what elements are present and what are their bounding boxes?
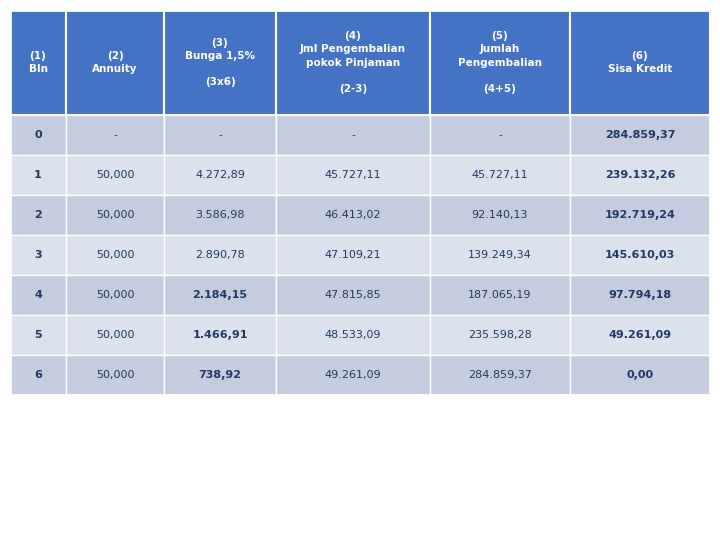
Bar (570, 115, 710, 155)
Bar (276, 275, 430, 315)
Bar (10, 235, 66, 275)
Bar (430, 355, 570, 395)
Bar (430, 235, 570, 275)
Text: 139.249,34: 139.249,34 (468, 250, 532, 260)
Text: 2.184,15: 2.184,15 (192, 290, 248, 300)
Bar (430, 315, 570, 355)
Bar (276, 115, 430, 155)
Bar (10, 315, 66, 355)
Text: 3.586,98: 3.586,98 (195, 210, 245, 220)
Bar (10, 195, 66, 235)
Bar (570, 315, 710, 355)
Text: 3: 3 (34, 250, 42, 260)
Bar (276, 315, 430, 355)
Bar (10, 275, 66, 315)
Bar (10, 10, 66, 115)
Text: 1: 1 (34, 170, 42, 180)
Text: 45.727,11: 45.727,11 (472, 170, 528, 180)
Text: 47.815,85: 47.815,85 (325, 290, 382, 300)
Text: -: - (351, 130, 355, 140)
Bar (164, 195, 276, 235)
Text: 47.109,21: 47.109,21 (325, 250, 382, 260)
Text: 4: 4 (34, 290, 42, 300)
Text: 6: 6 (34, 370, 42, 380)
Bar (10, 355, 66, 395)
Text: (6)
Sisa Kredit: (6) Sisa Kredit (608, 51, 672, 74)
Bar (164, 235, 276, 275)
Bar (164, 355, 276, 395)
Text: 50,000: 50,000 (96, 330, 134, 340)
Bar (430, 275, 570, 315)
Bar (570, 275, 710, 315)
Bar (570, 355, 710, 395)
Bar (66, 195, 164, 235)
Bar (66, 115, 164, 155)
Text: 239.132,26: 239.132,26 (605, 170, 675, 180)
Text: 50,000: 50,000 (96, 290, 134, 300)
Bar (66, 235, 164, 275)
Text: (4)
Jml Pengembalian
pokok Pinjaman

(2-3): (4) Jml Pengembalian pokok Pinjaman (2-3… (300, 31, 406, 94)
Bar (570, 195, 710, 235)
Bar (276, 355, 430, 395)
Text: 4.272,89: 4.272,89 (195, 170, 245, 180)
Text: -: - (113, 130, 117, 140)
Text: 738,92: 738,92 (199, 370, 241, 380)
Text: 49.261,09: 49.261,09 (325, 370, 382, 380)
Bar (10, 115, 66, 155)
Text: 284.859,37: 284.859,37 (605, 130, 675, 140)
Bar (10, 155, 66, 195)
Bar (276, 10, 430, 115)
Text: 284.859,37: 284.859,37 (468, 370, 532, 380)
Bar (164, 115, 276, 155)
Text: 49.261,09: 49.261,09 (608, 330, 672, 340)
Text: 5: 5 (34, 330, 42, 340)
Text: 92.140,13: 92.140,13 (472, 210, 528, 220)
Bar (164, 275, 276, 315)
Bar (66, 155, 164, 195)
Text: (3)
Bunga 1,5%

(3x6): (3) Bunga 1,5% (3x6) (185, 38, 255, 87)
Bar (430, 155, 570, 195)
Bar (10, 10, 710, 395)
Text: (1)
Bln: (1) Bln (29, 51, 48, 74)
Text: 50,000: 50,000 (96, 250, 134, 260)
Bar (164, 155, 276, 195)
Text: 50,000: 50,000 (96, 210, 134, 220)
Bar (570, 155, 710, 195)
Bar (66, 275, 164, 315)
Text: -: - (218, 130, 222, 140)
Text: 46.413,02: 46.413,02 (325, 210, 382, 220)
Text: 0,00: 0,00 (626, 370, 654, 380)
Text: 2.890,78: 2.890,78 (195, 250, 245, 260)
Text: 192.719,24: 192.719,24 (605, 210, 675, 220)
Text: -: - (498, 130, 502, 140)
Bar (66, 355, 164, 395)
Bar (276, 235, 430, 275)
Bar (430, 195, 570, 235)
Text: 235.598,28: 235.598,28 (468, 330, 532, 340)
Bar (66, 10, 164, 115)
Bar (276, 195, 430, 235)
Bar (430, 115, 570, 155)
Text: 50,000: 50,000 (96, 370, 134, 380)
Text: 48.533,09: 48.533,09 (325, 330, 382, 340)
Bar (276, 155, 430, 195)
Text: (5)
Jumlah
Pengembalian

(4+5): (5) Jumlah Pengembalian (4+5) (458, 31, 542, 94)
Bar (164, 315, 276, 355)
Text: 187.065,19: 187.065,19 (468, 290, 532, 300)
Text: 1.466,91: 1.466,91 (192, 330, 248, 340)
Bar (66, 315, 164, 355)
Bar (570, 10, 710, 115)
Text: 50,000: 50,000 (96, 170, 134, 180)
Text: 45.727,11: 45.727,11 (325, 170, 382, 180)
Bar (164, 10, 276, 115)
Text: 145.610,03: 145.610,03 (605, 250, 675, 260)
Bar (570, 235, 710, 275)
Text: 0: 0 (34, 130, 42, 140)
Bar (430, 10, 570, 115)
Text: 97.794,18: 97.794,18 (608, 290, 672, 300)
Text: 2: 2 (34, 210, 42, 220)
Text: (2)
Annuity: (2) Annuity (92, 51, 138, 74)
